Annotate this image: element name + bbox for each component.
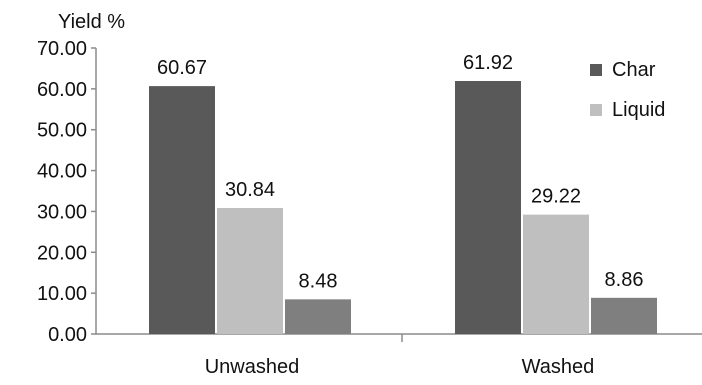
bar-series-3-unwashed	[285, 299, 351, 334]
y-tick-label: 40.00	[37, 161, 87, 183]
bar-char-unwashed	[149, 86, 215, 334]
bar-liquid-washed	[523, 214, 589, 334]
legend-swatch-char	[590, 64, 602, 76]
data-label: 8.86	[605, 269, 644, 291]
bar-series-3-washed	[591, 297, 657, 334]
data-label: 29.22	[531, 186, 581, 208]
y-tick-label: 30.00	[37, 201, 87, 223]
legend-swatch-liquid	[590, 104, 602, 116]
y-tick-label: 20.00	[37, 242, 87, 264]
data-label: 30.84	[225, 179, 275, 201]
y-tick-label: 0.00	[48, 324, 87, 346]
y-tick-label: 70.00	[37, 38, 87, 60]
data-label: 60.67	[157, 57, 207, 79]
legend: Char Liquid	[590, 59, 665, 121]
y-tick-label: 50.00	[37, 120, 87, 142]
bar-char-washed	[455, 81, 521, 334]
legend-label-liquid: Liquid	[612, 99, 665, 121]
data-label: 61.92	[463, 52, 513, 74]
x-category-label: Washed	[522, 356, 595, 378]
data-label: 8.48	[299, 270, 338, 292]
y-tick-label: 60.00	[37, 79, 87, 101]
legend-label-char: Char	[612, 59, 656, 81]
x-category-label: Unwashed	[205, 356, 300, 378]
y-tick-label: 10.00	[37, 283, 87, 305]
y-axis-title: Yield %	[58, 11, 125, 33]
plot-area: 0.00 10.00 20.00 30.00 40.00 50.00 60.00 70.00 6…	[37, 38, 702, 378]
bar-liquid-unwashed	[217, 207, 283, 334]
